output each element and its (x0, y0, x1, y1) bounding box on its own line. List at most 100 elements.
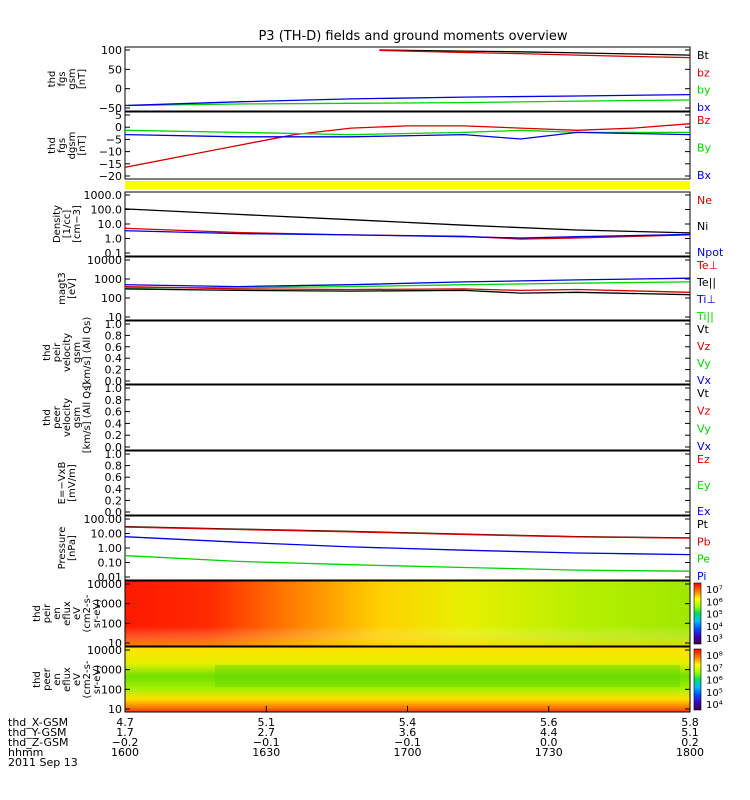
y-axis-label: eV (72, 607, 83, 620)
y-axis-label: eflux (62, 667, 73, 692)
x-row-label: hhmm (8, 746, 43, 759)
y-axis-label: [km/s] (All Qs) (82, 317, 93, 389)
y-axis-label: [cm−3] (72, 205, 83, 243)
legend-entry: By (697, 142, 712, 155)
y-axis-label: peer (52, 405, 63, 429)
legend-entry: Te|| (696, 276, 716, 289)
y-axis-label: eV (72, 673, 83, 686)
x-tick-label: −0.1 (253, 736, 280, 749)
y-tick-label: −50 (99, 102, 122, 115)
legend-entry: Ey (697, 479, 711, 492)
y-tick-label: 100.00 (84, 513, 123, 526)
y-axis-label: fgs (57, 71, 68, 86)
legend-entry: Ti|| (696, 310, 714, 323)
y-tick-label: 0.8 (105, 460, 123, 473)
y-tick-label: 0.4 (105, 417, 123, 430)
panel-frame (124, 256, 691, 321)
y-tick-label: 10000 (87, 578, 122, 591)
y-tick-label: 0 (115, 121, 122, 134)
x-row-label: thd_X-GSM (8, 716, 68, 729)
x-tick-label: 5.6 (540, 716, 558, 729)
series-line-Pe (124, 554, 691, 572)
panel-frame (124, 191, 691, 257)
y-axis-label: (cm2-s- (82, 660, 93, 698)
y-tick-label: 0.0 (105, 375, 123, 388)
series-line-Bz (124, 123, 691, 168)
x-tick-label: 1800 (676, 746, 704, 759)
y-tick-label: 1.00 (98, 542, 123, 555)
y-axis-label: velocity (62, 333, 73, 372)
panel-frame (124, 580, 691, 647)
panel-density: 1000.0 100.010.0 1.00.1 Density [1/cc] [cm−3]… (52, 189, 724, 260)
y-axis-label: thd (47, 71, 58, 88)
panel-frame (124, 111, 691, 180)
series-line-Te⊥ (124, 285, 691, 293)
legend-entry: bx (697, 101, 711, 114)
legend-entry: Pb (697, 535, 711, 548)
panel-frame (124, 320, 691, 385)
series-line-Ti⊥ (124, 277, 691, 288)
x-tick-label: 1630 (252, 746, 280, 759)
y-tick-label: 1.0 (105, 382, 123, 395)
series-line-Ni (124, 208, 691, 234)
x-tick-label: −0.1 (394, 736, 421, 749)
series-line-Pi (124, 536, 691, 556)
series-line-Npot (124, 230, 691, 239)
x-tick-label: −0.2 (112, 736, 139, 749)
y-axis-label: gsm (72, 407, 83, 428)
legend-entry: Vx (697, 440, 712, 453)
x-tick-label: 5.4 (399, 716, 417, 729)
y-axis-label: (cm2-s- (82, 594, 93, 632)
y-tick-label: 0.6 (105, 406, 123, 419)
y-tick-label: 1.0 (105, 233, 123, 246)
y-tick-label: −20 (99, 170, 122, 183)
y-tick-label: 1.0 (105, 448, 123, 461)
x-row-label: thd_Z-GSM (8, 736, 68, 749)
legend-entry: Vz (697, 340, 711, 353)
panel-temperature: 10000 1000 100 10 magt3 [eV] Te⊥ Te|| Ti⊥ Ti|| (57, 254, 718, 324)
colorbar-tick-label: 10⁵ (706, 610, 723, 621)
y-axis-label: [nT] (77, 135, 88, 155)
x-tick-label: 4.4 (540, 726, 558, 739)
status-bar (125, 181, 690, 189)
panel-fgs-btot: 100 50 0 −50 thd fgs gsm [nT] Bt bz by bx (47, 44, 711, 115)
y-tick-label: 1.0 (105, 318, 123, 331)
x-row-label: thd_Y-GSM (8, 726, 67, 739)
panel-efield: 1.00.80.60.40.20.0 E=−VxB [mV/m] Ez Ey Ex (57, 448, 711, 519)
x-tick-label: 1700 (394, 746, 422, 759)
y-tick-label: 0.2 (105, 429, 123, 442)
y-tick-label: 0.8 (105, 329, 123, 342)
y-tick-label: 1000 (94, 664, 122, 677)
series-line-Ne (124, 227, 691, 240)
x-tick-label: 1730 (535, 746, 563, 759)
y-axis-label: peir (42, 603, 53, 623)
y-tick-label: 100 (101, 683, 122, 696)
panel-frame (124, 384, 691, 451)
legend-entry: Pt (697, 518, 709, 531)
legend-entry: Bt (697, 49, 710, 62)
legend-entry: Vy (697, 422, 711, 435)
y-axis-label: [km/s] (All Qs) (82, 382, 93, 454)
y-tick-label: 0.4 (105, 483, 123, 496)
legend-entry: Vt (697, 387, 710, 400)
series-line-Pb (124, 526, 691, 539)
legend-entry: Te⊥ (696, 259, 718, 272)
figure-title: P3 (TH-D) fields and ground moments over… (258, 29, 567, 44)
y-axis-label: sr-eV) (92, 599, 103, 628)
y-axis-label: gsm (67, 68, 78, 89)
y-axis-label: peir (52, 342, 63, 362)
y-axis-label: en (52, 673, 63, 686)
y-axis-label: dgsm (67, 132, 78, 160)
legend-entry: Bx (697, 169, 712, 182)
y-tick-label: 100 (101, 44, 122, 57)
panel-fgs-dgsm: 50−5−10−15−20 thd fgs dgsm [nT] Bz By Bx (47, 109, 712, 183)
legend-entry: Ti⊥ (696, 293, 716, 306)
colorbar-tick-label: 10⁴ (706, 622, 723, 633)
y-axis-label: peer (42, 667, 53, 691)
y-axis-label: [mV/m] (67, 464, 78, 502)
y-tick-label: 0.4 (105, 352, 123, 365)
x-tick-label: 0.2 (681, 736, 699, 749)
colorbar-tick-label: 10⁷ (706, 585, 723, 596)
colorbar-tick-label: 10⁵ (706, 688, 723, 699)
